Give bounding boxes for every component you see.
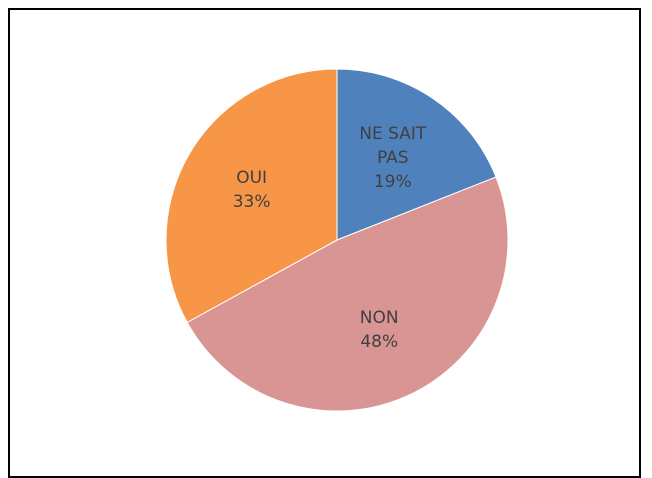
chart: NE SAIT PAS 19% NON 48% OUI 33% [8, 8, 641, 478]
pie-slice [186, 176, 509, 412]
pie-slice [336, 68, 497, 241]
pie-slice [165, 68, 338, 324]
slice-value-label: 19% [373, 171, 412, 192]
slice-label: NE SAIT PAS [359, 123, 427, 168]
pie-area [165, 68, 509, 412]
slice-label: OUI [236, 167, 268, 188]
slice-value-label: 48% [360, 331, 399, 352]
slice-value-label: 33% [232, 191, 271, 212]
slice-label: NON [359, 307, 399, 328]
